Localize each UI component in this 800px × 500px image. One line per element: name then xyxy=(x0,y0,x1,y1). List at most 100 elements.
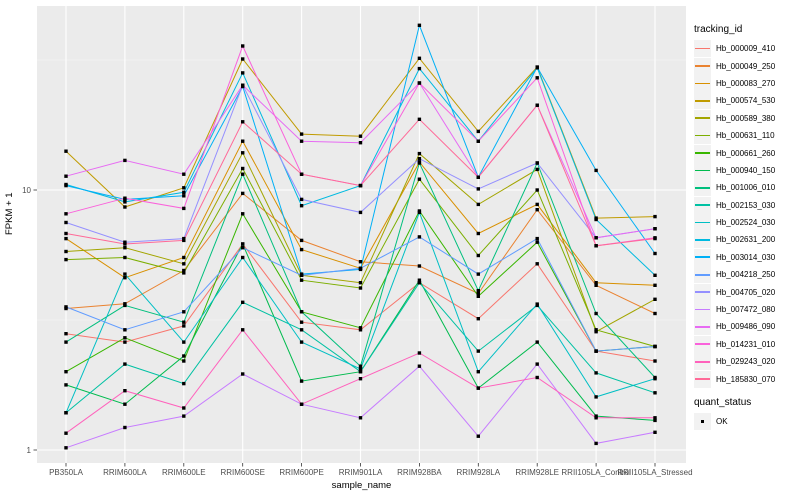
line-key-icon xyxy=(694,335,711,353)
legend-item-label: Hb_000049_250 xyxy=(716,61,776,71)
data-point xyxy=(358,210,363,215)
data-point xyxy=(594,371,598,375)
data-point xyxy=(123,336,127,340)
data-point xyxy=(535,161,539,165)
data-point xyxy=(653,283,657,287)
data-point xyxy=(182,406,186,410)
data-point xyxy=(358,281,363,285)
data-point xyxy=(182,236,186,241)
legend-item-label: Hb_002153_030 xyxy=(716,200,776,210)
data-point xyxy=(417,66,422,71)
data-point xyxy=(182,194,186,198)
line-key-icon xyxy=(694,127,711,145)
line-key-icon xyxy=(694,283,711,301)
legend-item-Hb_000083_270: Hb_000083_270 xyxy=(694,74,800,92)
data-point xyxy=(417,117,422,121)
data-point xyxy=(476,434,480,438)
data-point xyxy=(594,416,598,420)
legend-item-Hb_000589_380: Hb_000589_380 xyxy=(694,109,800,127)
x-tick-label: RRIM600LE xyxy=(162,468,206,477)
data-point xyxy=(64,149,68,153)
point-marker-icon xyxy=(694,413,711,430)
data-point xyxy=(417,161,422,165)
data-point xyxy=(594,311,598,316)
data-point xyxy=(182,359,186,363)
data-point xyxy=(594,244,598,248)
data-point xyxy=(123,362,127,366)
data-point xyxy=(182,414,186,418)
x-tick-label: RRII105LA_Stressed xyxy=(617,468,692,477)
legend-item-Hb_000661_260: Hb_000661_260 xyxy=(694,144,800,162)
data-point xyxy=(182,354,186,358)
data-point xyxy=(64,183,68,188)
data-point xyxy=(182,381,186,386)
legend-item-label: Hb_185830_070 xyxy=(716,374,776,384)
data-point xyxy=(417,235,422,239)
data-point xyxy=(241,300,245,304)
data-point xyxy=(299,340,304,344)
line-key-icon xyxy=(694,109,711,127)
data-point xyxy=(358,416,363,420)
data-point xyxy=(299,204,304,208)
data-point xyxy=(123,196,127,200)
legend-item-Hb_001006_010: Hb_001006_010 xyxy=(694,179,800,197)
legend-item-Hb_029243_020: Hb_029243_020 xyxy=(694,353,800,371)
legend-item-label: Hb_002524_030 xyxy=(716,218,776,228)
legend-item-Hb_000631_110: Hb_000631_110 xyxy=(694,127,800,145)
data-point xyxy=(358,266,363,270)
data-point xyxy=(417,56,422,60)
data-point xyxy=(64,431,68,435)
data-point xyxy=(123,246,127,250)
line-key-icon xyxy=(694,231,711,249)
line-key-icon xyxy=(694,318,711,336)
data-point xyxy=(64,236,68,241)
data-point xyxy=(358,141,363,145)
legend-item-label: Hb_000574_530 xyxy=(716,96,776,106)
data-point xyxy=(594,283,598,287)
data-point xyxy=(241,242,245,246)
legend-item-label: Hb_000083_270 xyxy=(716,78,776,88)
data-point xyxy=(358,260,363,264)
data-point xyxy=(299,247,304,252)
line-key-icon xyxy=(694,370,711,388)
data-point xyxy=(594,395,598,399)
data-point xyxy=(241,120,245,124)
data-point xyxy=(241,71,245,75)
legend-item-Hb_002153_030: Hb_002153_030 xyxy=(694,196,800,214)
legend-item-Hb_000009_410: Hb_000009_410 xyxy=(694,40,800,58)
data-point xyxy=(299,310,304,314)
data-point xyxy=(594,217,598,222)
data-point xyxy=(653,214,657,219)
data-point xyxy=(241,246,245,250)
legend-item-Hb_002631_200: Hb_002631_200 xyxy=(694,231,800,249)
data-point xyxy=(358,364,363,368)
data-point xyxy=(123,340,127,344)
data-point xyxy=(182,190,186,194)
data-point xyxy=(417,364,422,368)
data-point xyxy=(241,83,245,87)
data-point xyxy=(182,255,186,260)
legend-item-label: OK xyxy=(716,417,728,426)
legend-item-label: Hb_029243_020 xyxy=(716,357,776,367)
data-point xyxy=(476,289,480,293)
data-point xyxy=(64,220,68,225)
data-point xyxy=(299,273,304,277)
legend-item-label: Hb_000009_410 xyxy=(716,44,776,54)
data-point xyxy=(476,129,480,134)
data-point xyxy=(417,177,422,181)
data-point xyxy=(358,286,363,290)
data-point xyxy=(299,379,304,383)
data-point xyxy=(594,441,598,446)
data-point xyxy=(182,268,186,273)
data-point xyxy=(123,276,127,280)
x-tick-label: RRIM901LA xyxy=(339,468,383,477)
legend-item-Hb_000574_530: Hb_000574_530 xyxy=(694,92,800,110)
data-point xyxy=(299,139,304,143)
data-point xyxy=(535,167,539,172)
data-point xyxy=(123,200,127,204)
data-point xyxy=(182,340,186,344)
x-tick-label: RRIM928BA xyxy=(397,468,442,477)
data-point xyxy=(594,281,598,285)
data-point xyxy=(535,65,539,69)
data-point xyxy=(535,202,539,207)
